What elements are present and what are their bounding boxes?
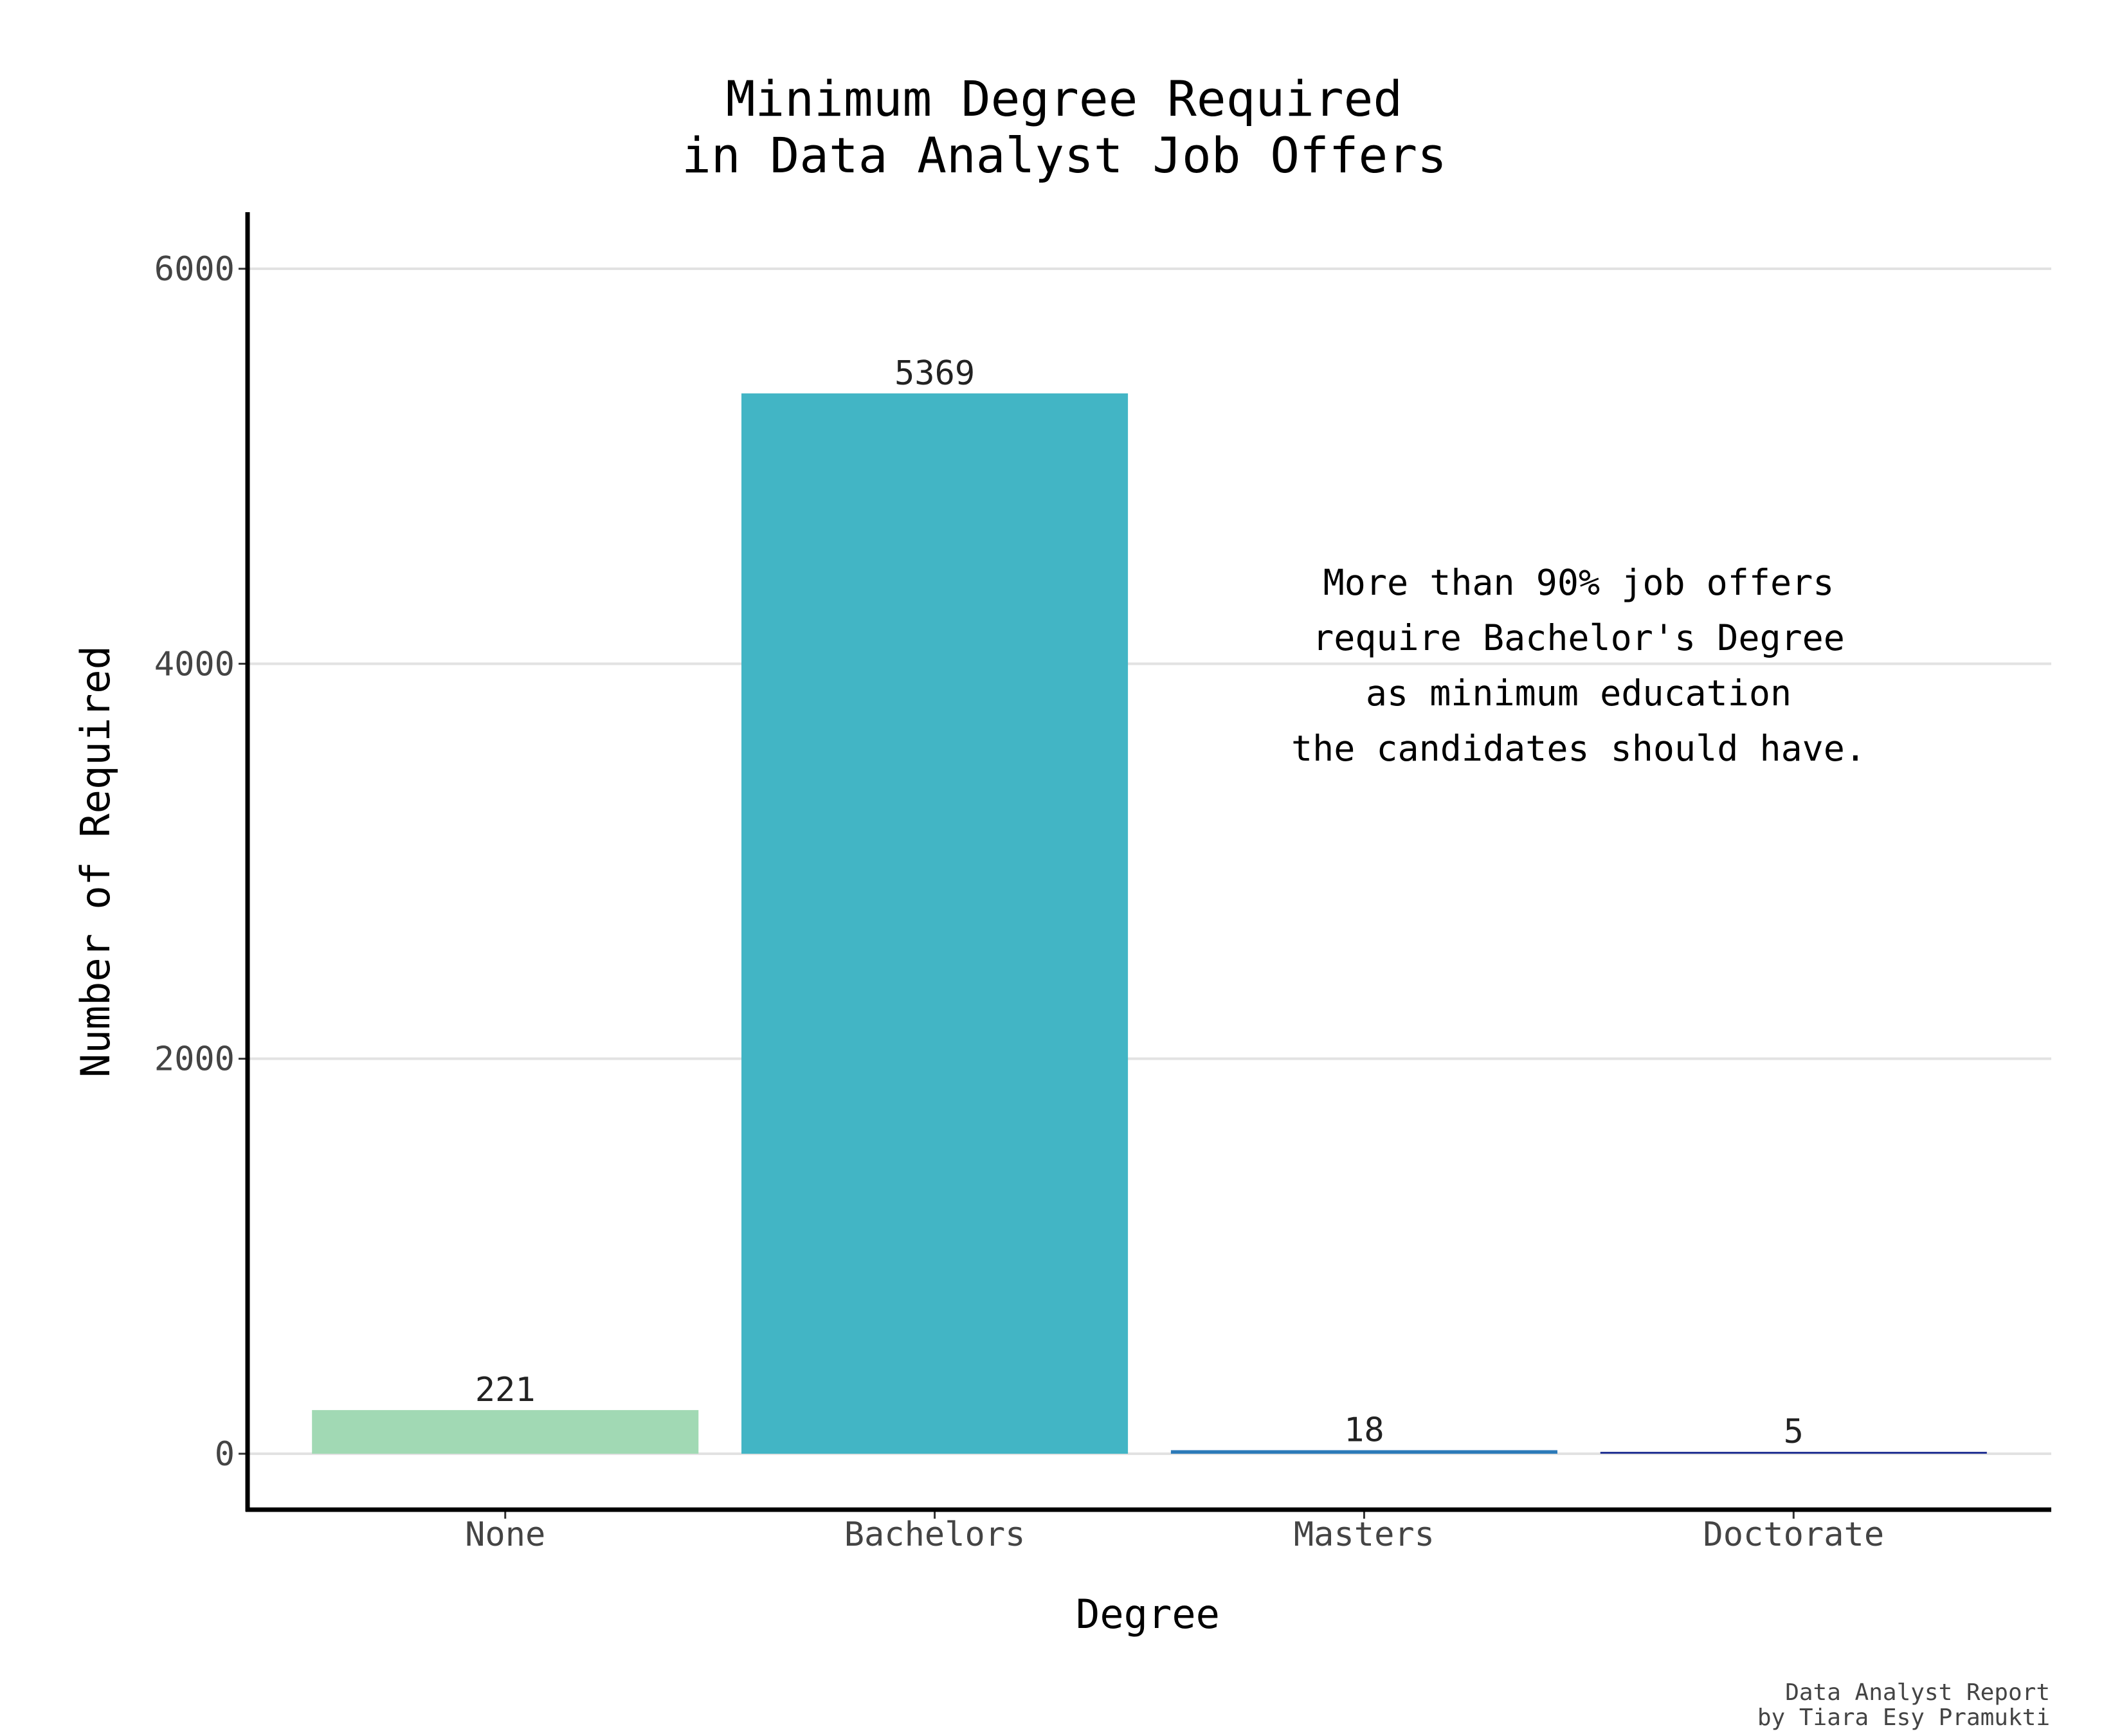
axes: 0 2000 4000 6000 None Bachelors Masters Doctora… <box>154 212 2051 1554</box>
y-tick-label: 4000 <box>154 645 235 683</box>
bar-doctorate <box>1600 1452 1987 1454</box>
caption-line-1: Data Analyst Report <box>1785 1679 2050 1706</box>
x-axis-title: Degree <box>1076 1591 1220 1638</box>
annotation-line-1: More than 90% job offers <box>1323 562 1835 603</box>
chart-title-line-1: Minimum Degree Required <box>726 70 1402 127</box>
y-tick-label: 0 <box>215 1435 235 1474</box>
x-tick-label: Doctorate <box>1703 1515 1884 1554</box>
annotation-line-2: require Bachelor's Degree <box>1312 617 1845 658</box>
annotation-line-3: as minimum education <box>1366 673 1791 714</box>
bar-value-label: 18 <box>1344 1411 1384 1449</box>
chart-title-line-2: in Data Analyst Job Offers <box>682 127 1447 184</box>
bar-value-label: 5 <box>1784 1413 1804 1451</box>
bar-none <box>312 1410 699 1454</box>
caption-line-2: by Tiara Esy Pramukti <box>1757 1704 2050 1731</box>
y-tick-label: 6000 <box>154 250 235 289</box>
bar-masters <box>1170 1450 1557 1454</box>
bars: 221 5369 18 5 <box>312 354 1987 1454</box>
y-axis-title: Number of Required <box>72 646 119 1078</box>
bar-value-label: 5369 <box>894 354 975 393</box>
x-tick-label: Masters <box>1294 1515 1435 1554</box>
annotation-line-4: the candidates should have. <box>1291 728 1866 769</box>
y-tick-label: 2000 <box>154 1040 235 1079</box>
bar-bachelors <box>741 393 1129 1454</box>
gridlines <box>248 267 2051 1455</box>
x-tick-label: None <box>465 1515 545 1554</box>
x-tick-label: Bachelors <box>844 1515 1026 1554</box>
bar-value-label: 221 <box>475 1371 536 1409</box>
